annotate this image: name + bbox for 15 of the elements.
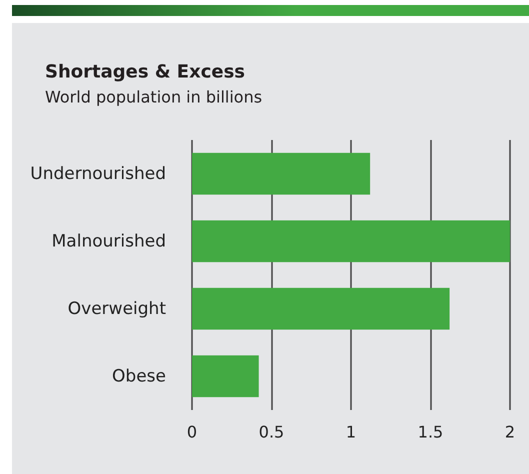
- y-tick-label: Undernourished: [30, 164, 166, 184]
- bar: [192, 288, 450, 330]
- y-tick-label: Overweight: [68, 298, 166, 319]
- chart-subtitle: World population in billions: [45, 88, 262, 106]
- bar: [192, 152, 370, 195]
- x-tick-label: 1.5: [418, 422, 444, 442]
- chart-title: Shortages & Excess: [45, 62, 246, 82]
- y-tick-label: Obese: [112, 366, 166, 386]
- bar: [192, 355, 259, 398]
- x-tick-label: 0.5: [258, 422, 284, 442]
- x-tick-label: 0: [186, 422, 198, 442]
- x-tick-label: 2: [504, 422, 516, 442]
- x-tick-label: 1: [346, 422, 356, 442]
- bar: [192, 220, 510, 262]
- y-tick-label: Malnourished: [52, 231, 166, 252]
